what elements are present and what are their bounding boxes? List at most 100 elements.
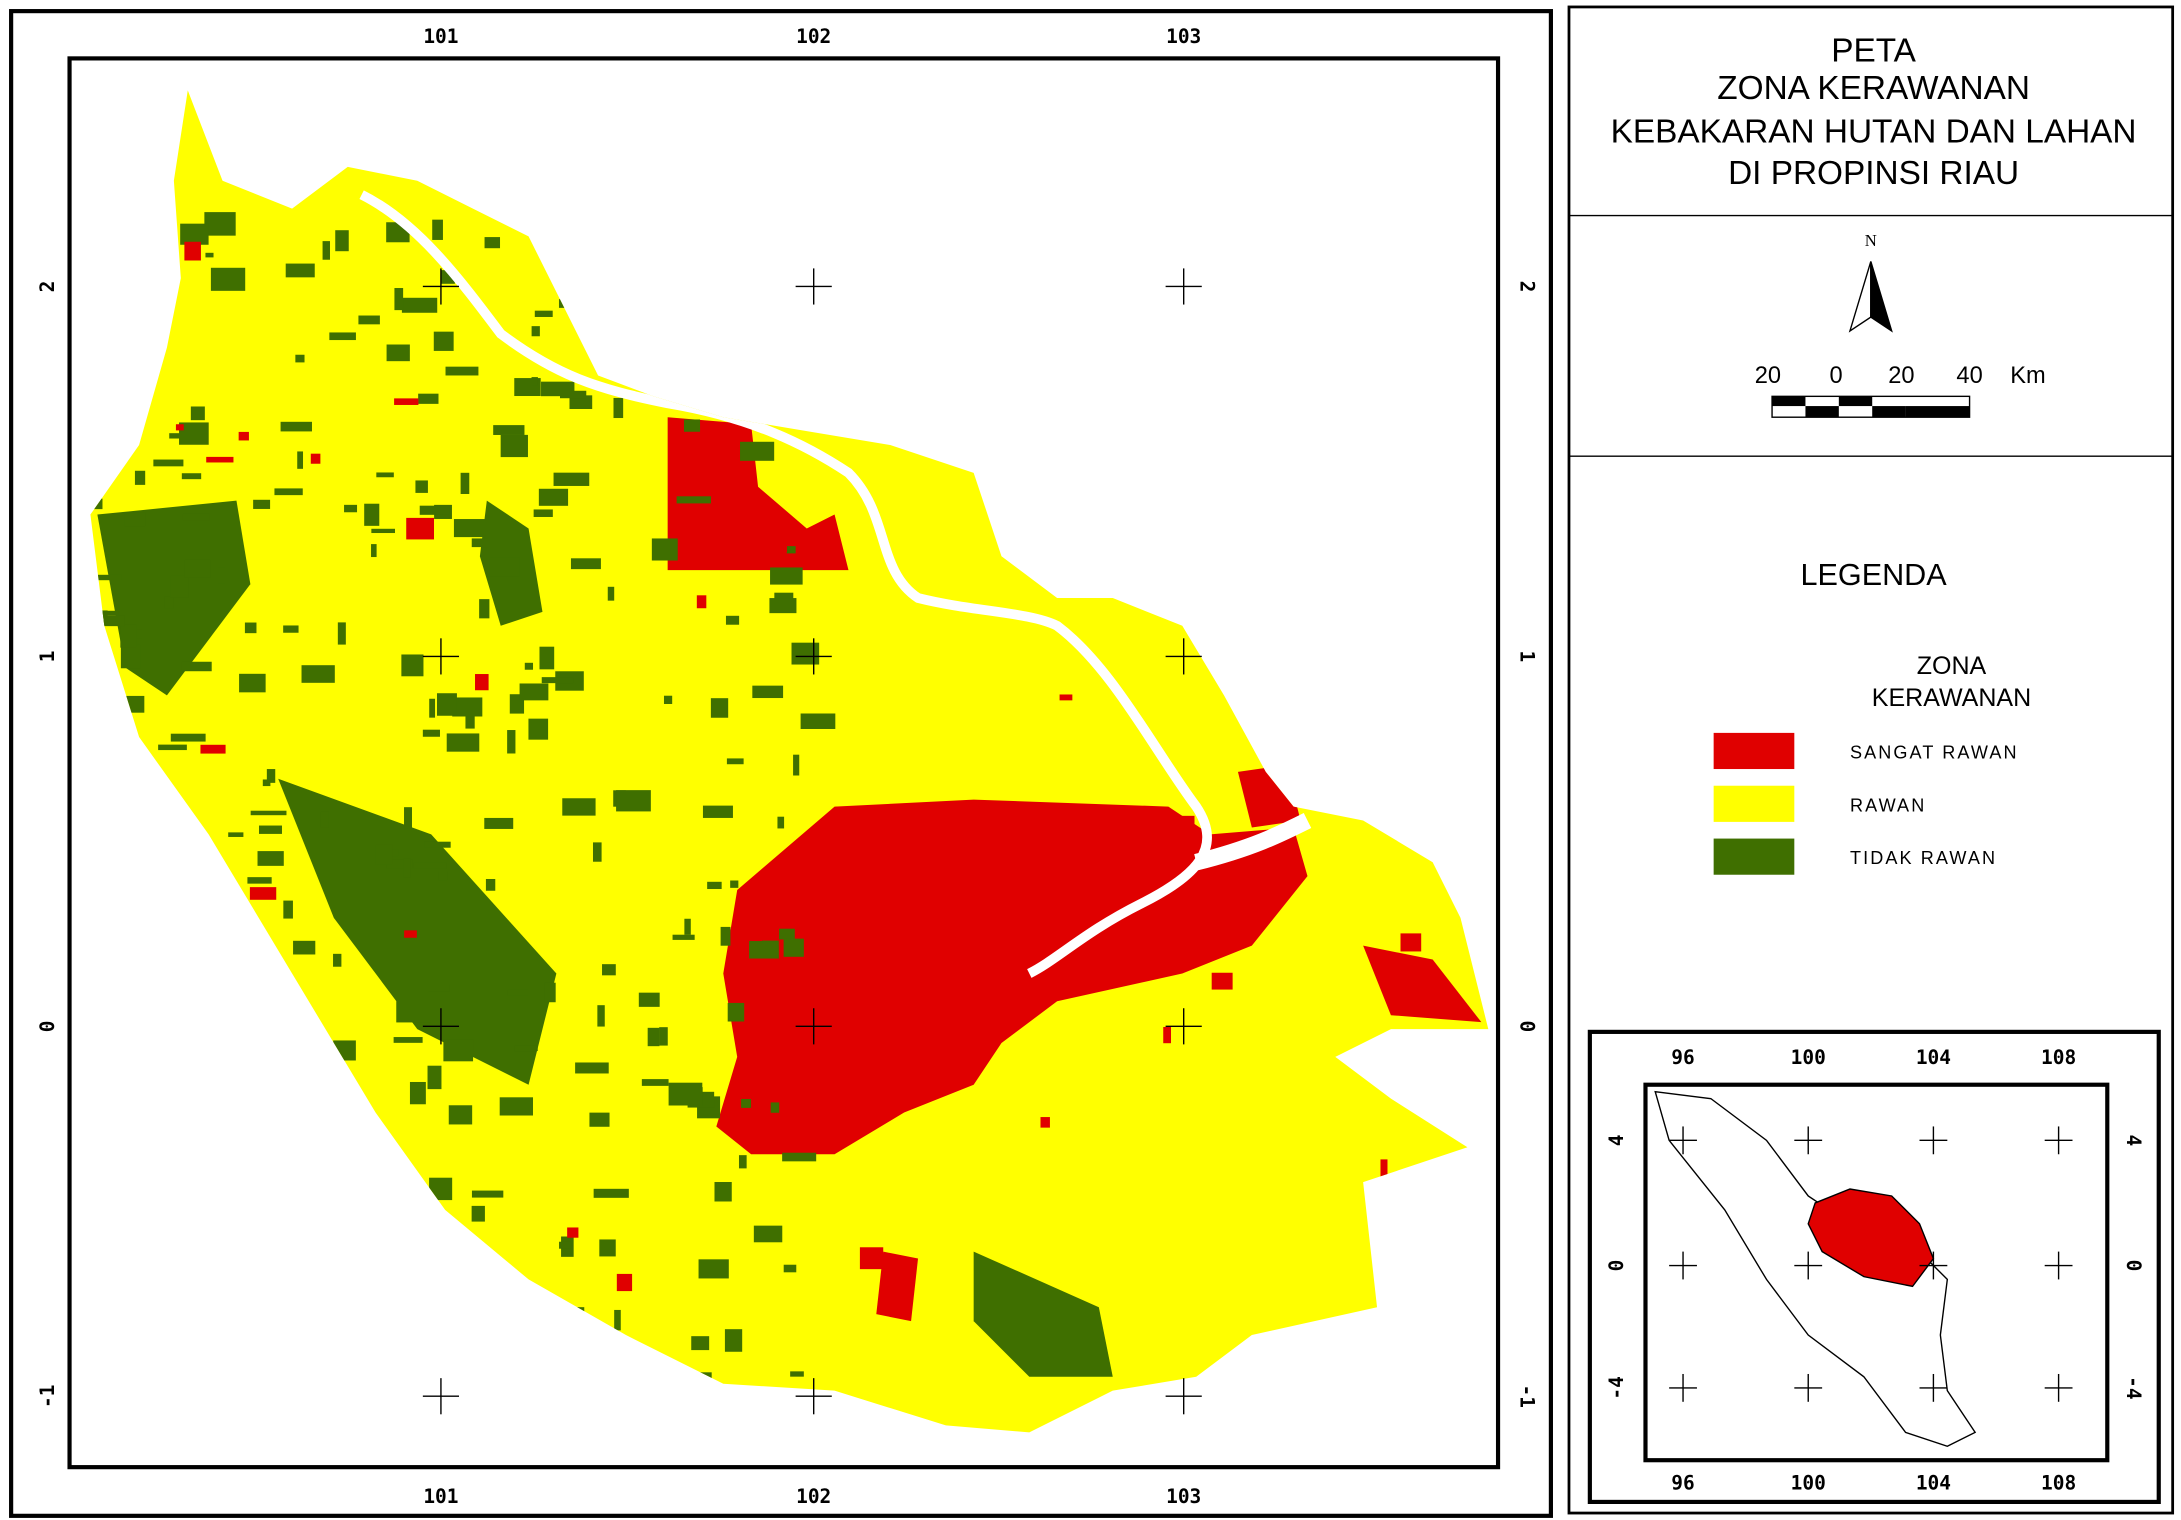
green-zone [533, 509, 553, 517]
green-zone [659, 1027, 668, 1046]
green-zone [205, 252, 214, 258]
main-frame [9, 9, 1553, 1518]
green-zone [714, 1182, 732, 1202]
scale-label: 40 [1956, 363, 1982, 389]
green-zone [386, 859, 413, 869]
inset-y-label: 4 [1605, 1134, 1628, 1146]
green-zone [676, 496, 712, 504]
x-label: 101 [423, 25, 458, 48]
inset-x-label: 100 [1791, 1046, 1826, 1069]
green-zone [364, 503, 380, 526]
green-zone [393, 1037, 423, 1043]
green-zone [181, 473, 202, 480]
red-zone [394, 398, 419, 405]
red-zone [1380, 1159, 1388, 1179]
legend-title: LEGENDA [1801, 558, 1948, 592]
red-zone [175, 424, 184, 431]
green-zone [448, 1105, 473, 1125]
green-zone [371, 528, 395, 534]
green-zone [531, 326, 540, 337]
inset-y-label: 4 [2122, 1134, 2145, 1146]
green-zone [769, 598, 797, 614]
green-zone [783, 1264, 797, 1273]
green-zone [562, 798, 596, 816]
green-zone [710, 698, 729, 718]
legend-subtitle: KERAWANAN [1872, 684, 2031, 712]
title-line: PETA [1831, 33, 1916, 70]
green-zone [337, 622, 346, 645]
green-zone [786, 546, 796, 554]
red-zone [737, 920, 763, 942]
green-zone [438, 871, 448, 881]
red-zone [310, 453, 321, 464]
green-zone [782, 1152, 817, 1162]
green-zone [396, 1001, 432, 1023]
green-zone [534, 310, 553, 317]
y-label: 1 [1515, 651, 1538, 663]
green-zone [274, 488, 303, 496]
green-zone [422, 729, 440, 737]
green-zone [783, 938, 804, 957]
green-zone [465, 706, 475, 729]
inset-y-label: -4 [2122, 1376, 2145, 1399]
inset-frame [1587, 1029, 2161, 1505]
green-zone [182, 513, 210, 521]
green-zone [329, 332, 356, 341]
green-zone [452, 697, 483, 717]
green-zone [415, 480, 428, 493]
x-label: 103 [1166, 25, 1201, 48]
green-zone [250, 810, 287, 816]
green-zone [614, 1309, 621, 1331]
green-zone [575, 1062, 609, 1074]
green-zone [493, 425, 525, 435]
red-zone [475, 674, 489, 691]
green-zone [445, 366, 479, 376]
inset-y-label: 0 [1605, 1260, 1628, 1272]
green-zone [158, 744, 187, 751]
green-zone [541, 381, 575, 397]
green-zone [738, 1155, 747, 1169]
green-zone [190, 406, 205, 421]
green-zone [169, 433, 185, 439]
green-zone [283, 900, 293, 919]
red-zone [1059, 694, 1073, 701]
green-zone [424, 841, 451, 848]
green-zone [727, 1002, 745, 1022]
green-zone [443, 1039, 474, 1062]
sumatra-outline [1654, 1090, 1977, 1448]
red-zone [778, 535, 788, 552]
green-zone [322, 241, 330, 260]
green-zone [741, 1098, 752, 1108]
green-zone [262, 779, 271, 787]
green-zone [725, 615, 740, 625]
legend-label: SANGAT RAWAN [1850, 743, 2019, 763]
green-zone [293, 940, 316, 955]
y-label: -1 [36, 1385, 59, 1408]
green-zone [531, 377, 538, 386]
green-zone [403, 858, 411, 878]
green-zone [97, 574, 122, 581]
red-zone [238, 431, 249, 441]
green-zone [484, 237, 501, 249]
scale-label: 0 [1829, 363, 1842, 389]
red-zone [249, 887, 277, 900]
green-zone [413, 862, 447, 869]
green-zone [375, 844, 393, 865]
title-line: ZONA KERAWANAN [1717, 70, 2030, 107]
green-zone [204, 212, 236, 236]
green-zone [779, 928, 795, 940]
green-zone [559, 1241, 572, 1249]
green-zone [553, 472, 590, 486]
green-zone [257, 851, 284, 866]
green-zone [570, 558, 601, 570]
green-zone [790, 1371, 804, 1377]
red-zone [1211, 972, 1233, 990]
y-label: 2 [36, 281, 59, 293]
green-zone [569, 395, 593, 409]
green-zone [297, 451, 304, 469]
green-zone [181, 661, 212, 672]
river-mouth [1194, 813, 1312, 871]
green-zone [613, 397, 624, 419]
green-zone [376, 472, 394, 478]
